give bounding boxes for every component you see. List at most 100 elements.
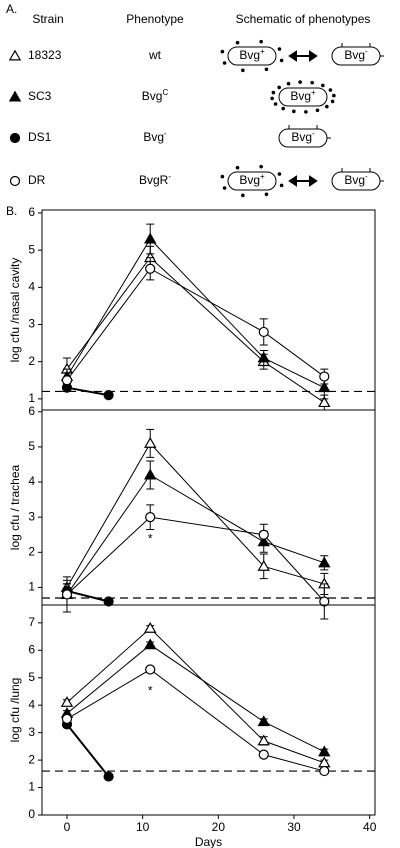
y-tick-label: 3 [28, 509, 35, 523]
cell-label-sup: + [260, 47, 265, 56]
cell-label-sup: - [365, 172, 368, 181]
marker [9, 132, 21, 144]
cell-label-base: Bvg [239, 48, 260, 62]
marker [258, 529, 269, 540]
dot [325, 104, 329, 109]
cell-label: Bvg- [344, 172, 368, 188]
y-tick-label: 5 [28, 439, 35, 453]
y-tick-label: 1 [28, 580, 35, 594]
marker [103, 390, 114, 401]
y-tick-label: 5 [28, 242, 35, 256]
marker [319, 596, 330, 607]
marker [318, 745, 331, 757]
marker [258, 749, 269, 760]
marker [144, 468, 157, 480]
phenotype-sup: - [164, 129, 167, 138]
dot [222, 61, 227, 65]
dot [286, 81, 291, 86]
y-tick-label: 4 [28, 474, 35, 488]
y-tick-label: 2 [28, 752, 35, 766]
y-tick-label: 4 [28, 279, 35, 293]
dot [222, 186, 227, 190]
cell-label-sup: - [365, 47, 368, 56]
cell-label-base: Bvg [291, 130, 312, 144]
phenotype-base: Bvg [143, 130, 164, 144]
cell-label-base: Bvg [344, 48, 365, 62]
y-tick-label: 2 [28, 354, 35, 368]
marker [257, 734, 270, 746]
marker [145, 263, 156, 274]
x-tick-label: 10 [136, 820, 150, 834]
dot [320, 83, 325, 88]
marker [318, 396, 331, 408]
marker [258, 326, 269, 338]
marker [318, 381, 331, 393]
dot [298, 80, 302, 84]
marker [103, 596, 114, 607]
y-tick-label: 4 [28, 697, 35, 711]
marker [61, 589, 73, 600]
marker [257, 351, 270, 363]
dot [277, 85, 281, 90]
cell-label: Bvg- [291, 129, 315, 145]
dot [235, 165, 240, 170]
marker [318, 756, 331, 768]
dot [328, 88, 333, 92]
y-tick-label: 0 [28, 807, 35, 821]
cell-label-base: Bvg [239, 173, 260, 187]
y-axis-label: log cfu /lung [8, 678, 22, 743]
dot [271, 90, 276, 95]
marker [144, 638, 157, 650]
cell [278, 87, 328, 107]
dot [310, 80, 314, 85]
phenotype: Bvg- [143, 129, 167, 145]
y-tick-label: 3 [28, 725, 35, 739]
arrow [288, 50, 318, 62]
marker [144, 232, 157, 244]
series-line [66, 627, 325, 764]
phenotype-base: BvgR [139, 173, 169, 187]
cell-label: Bvg- [344, 47, 368, 63]
panel-label: A. [6, 2, 17, 16]
dot [330, 99, 335, 104]
marker [9, 175, 21, 187]
series-line [66, 668, 325, 772]
cell-label: Bvg+ [290, 88, 316, 104]
y-tick-label: 2 [28, 544, 35, 558]
marker [8, 49, 22, 61]
dot [292, 109, 296, 114]
marker [319, 371, 330, 382]
x-tick-label: 30 [287, 820, 301, 834]
dot [235, 40, 240, 45]
cell [227, 171, 277, 191]
cell-label: Bvg+ [239, 47, 265, 63]
phenotype-base: wt [148, 48, 162, 62]
y-tick-label: 1 [28, 780, 35, 794]
strain-name: DS1 [28, 130, 52, 144]
cell-label: Bvg+ [239, 172, 265, 188]
dot [264, 192, 269, 197]
series-line [66, 256, 325, 403]
dot [270, 96, 274, 101]
cell-label-sup: + [311, 88, 316, 97]
y-tick-label: 5 [28, 670, 35, 684]
dot [277, 172, 282, 176]
x-tick-label: 40 [363, 820, 377, 834]
y-tick-label: 7 [28, 615, 35, 629]
dot [264, 67, 269, 72]
strain-name: 18323 [28, 48, 62, 62]
dot [315, 108, 320, 113]
annotation: * [148, 531, 153, 545]
dot [279, 183, 284, 188]
series-line [66, 589, 109, 603]
table-header: Phenotype [126, 12, 184, 26]
y-tick-label: 6 [28, 205, 35, 219]
x-tick-label: 20 [212, 820, 226, 834]
dot [273, 102, 278, 106]
series-line [66, 238, 325, 389]
cell-label-sup: + [260, 172, 265, 181]
dot [220, 49, 225, 54]
cell-label-base: Bvg [290, 89, 311, 103]
y-tick-label: 6 [28, 404, 35, 418]
dot [304, 110, 308, 114]
